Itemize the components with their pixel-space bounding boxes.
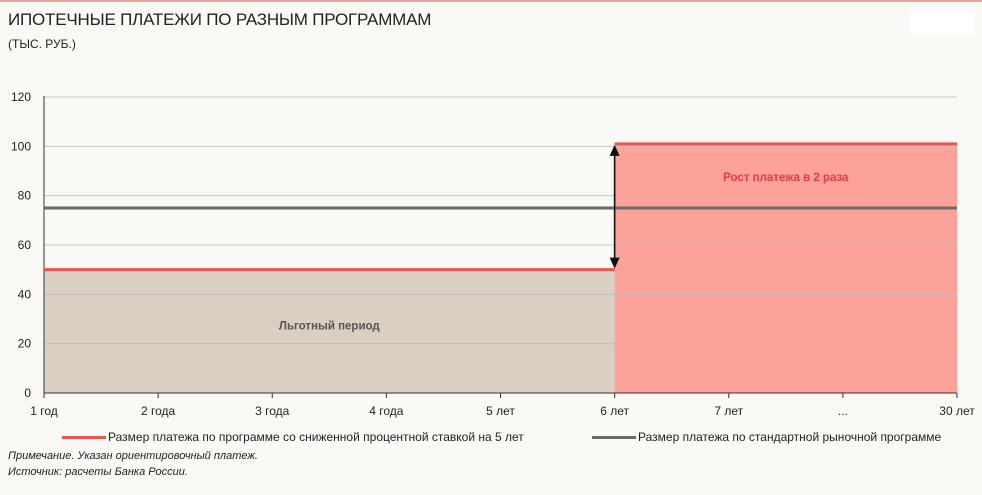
legend-item-market: Размер платежа по стандартной рыночной п… — [592, 430, 941, 444]
increase-arrow-head-up — [609, 144, 620, 156]
growth-annotation: Рост платежа в 2 раза — [723, 172, 849, 184]
top-rule — [0, 0, 982, 2]
x-tick-label: 2 года — [141, 404, 176, 418]
payment-increase-area — [614, 143, 957, 393]
y-tick-label: 20 — [18, 337, 32, 351]
x-tick-label: 7 лет — [714, 404, 743, 418]
legend-swatch-subsidized — [62, 435, 106, 439]
grace-period-annotation: Льготный период — [279, 321, 380, 333]
y-tick-label: 100 — [11, 139, 31, 153]
x-tick-label: 5 лет — [486, 404, 515, 418]
footnote-source: Источник: расчеты Банка России. — [8, 465, 188, 478]
footnote-note: Примечание. Указан ориентировочный плате… — [8, 450, 258, 462]
x-tick-label: 3 года — [255, 404, 290, 418]
legend-item-subsidized: Размер платежа по программе со сниженной… — [62, 430, 524, 444]
legend-swatch-market — [592, 435, 636, 439]
y-tick-label: 60 — [18, 238, 32, 252]
x-tick-label: 1 год — [30, 404, 58, 418]
legend-label-subsidized: Размер платежа по программе со сниженной… — [108, 430, 524, 444]
chart-svg: 0 20 40 60 80 100 120 1 год 2 года 3 года 4 года 5 … — [11, 90, 975, 418]
footnotes: Примечание. Указан ориентировочный плате… — [8, 449, 258, 480]
x-tick-label: 30 лет — [939, 404, 975, 418]
y-tick-label: 40 — [18, 287, 32, 301]
y-tick-label: 120 — [11, 90, 31, 104]
corner-box — [909, 11, 975, 35]
chart-subtitle: (ТЫС. РУБ.) — [8, 37, 76, 51]
x-tick-label: 4 года — [369, 404, 404, 418]
x-tick-label: 6 лет — [600, 404, 629, 418]
y-tick-label: 80 — [18, 189, 32, 203]
legend-label-market: Размер платежа по стандартной рыночной п… — [638, 430, 942, 444]
grace-period-area — [44, 269, 615, 393]
x-tick-label: ... — [838, 404, 848, 418]
y-tick-label: 0 — [24, 386, 31, 400]
increase-arrow-head-down — [609, 257, 620, 269]
legend: Размер платежа по программе со сниженной… — [0, 430, 982, 446]
chart-title: ИПОТЕЧНЫЕ ПЛАТЕЖИ ПО РАЗНЫМ ПРОГРАММАМ — [8, 10, 432, 29]
